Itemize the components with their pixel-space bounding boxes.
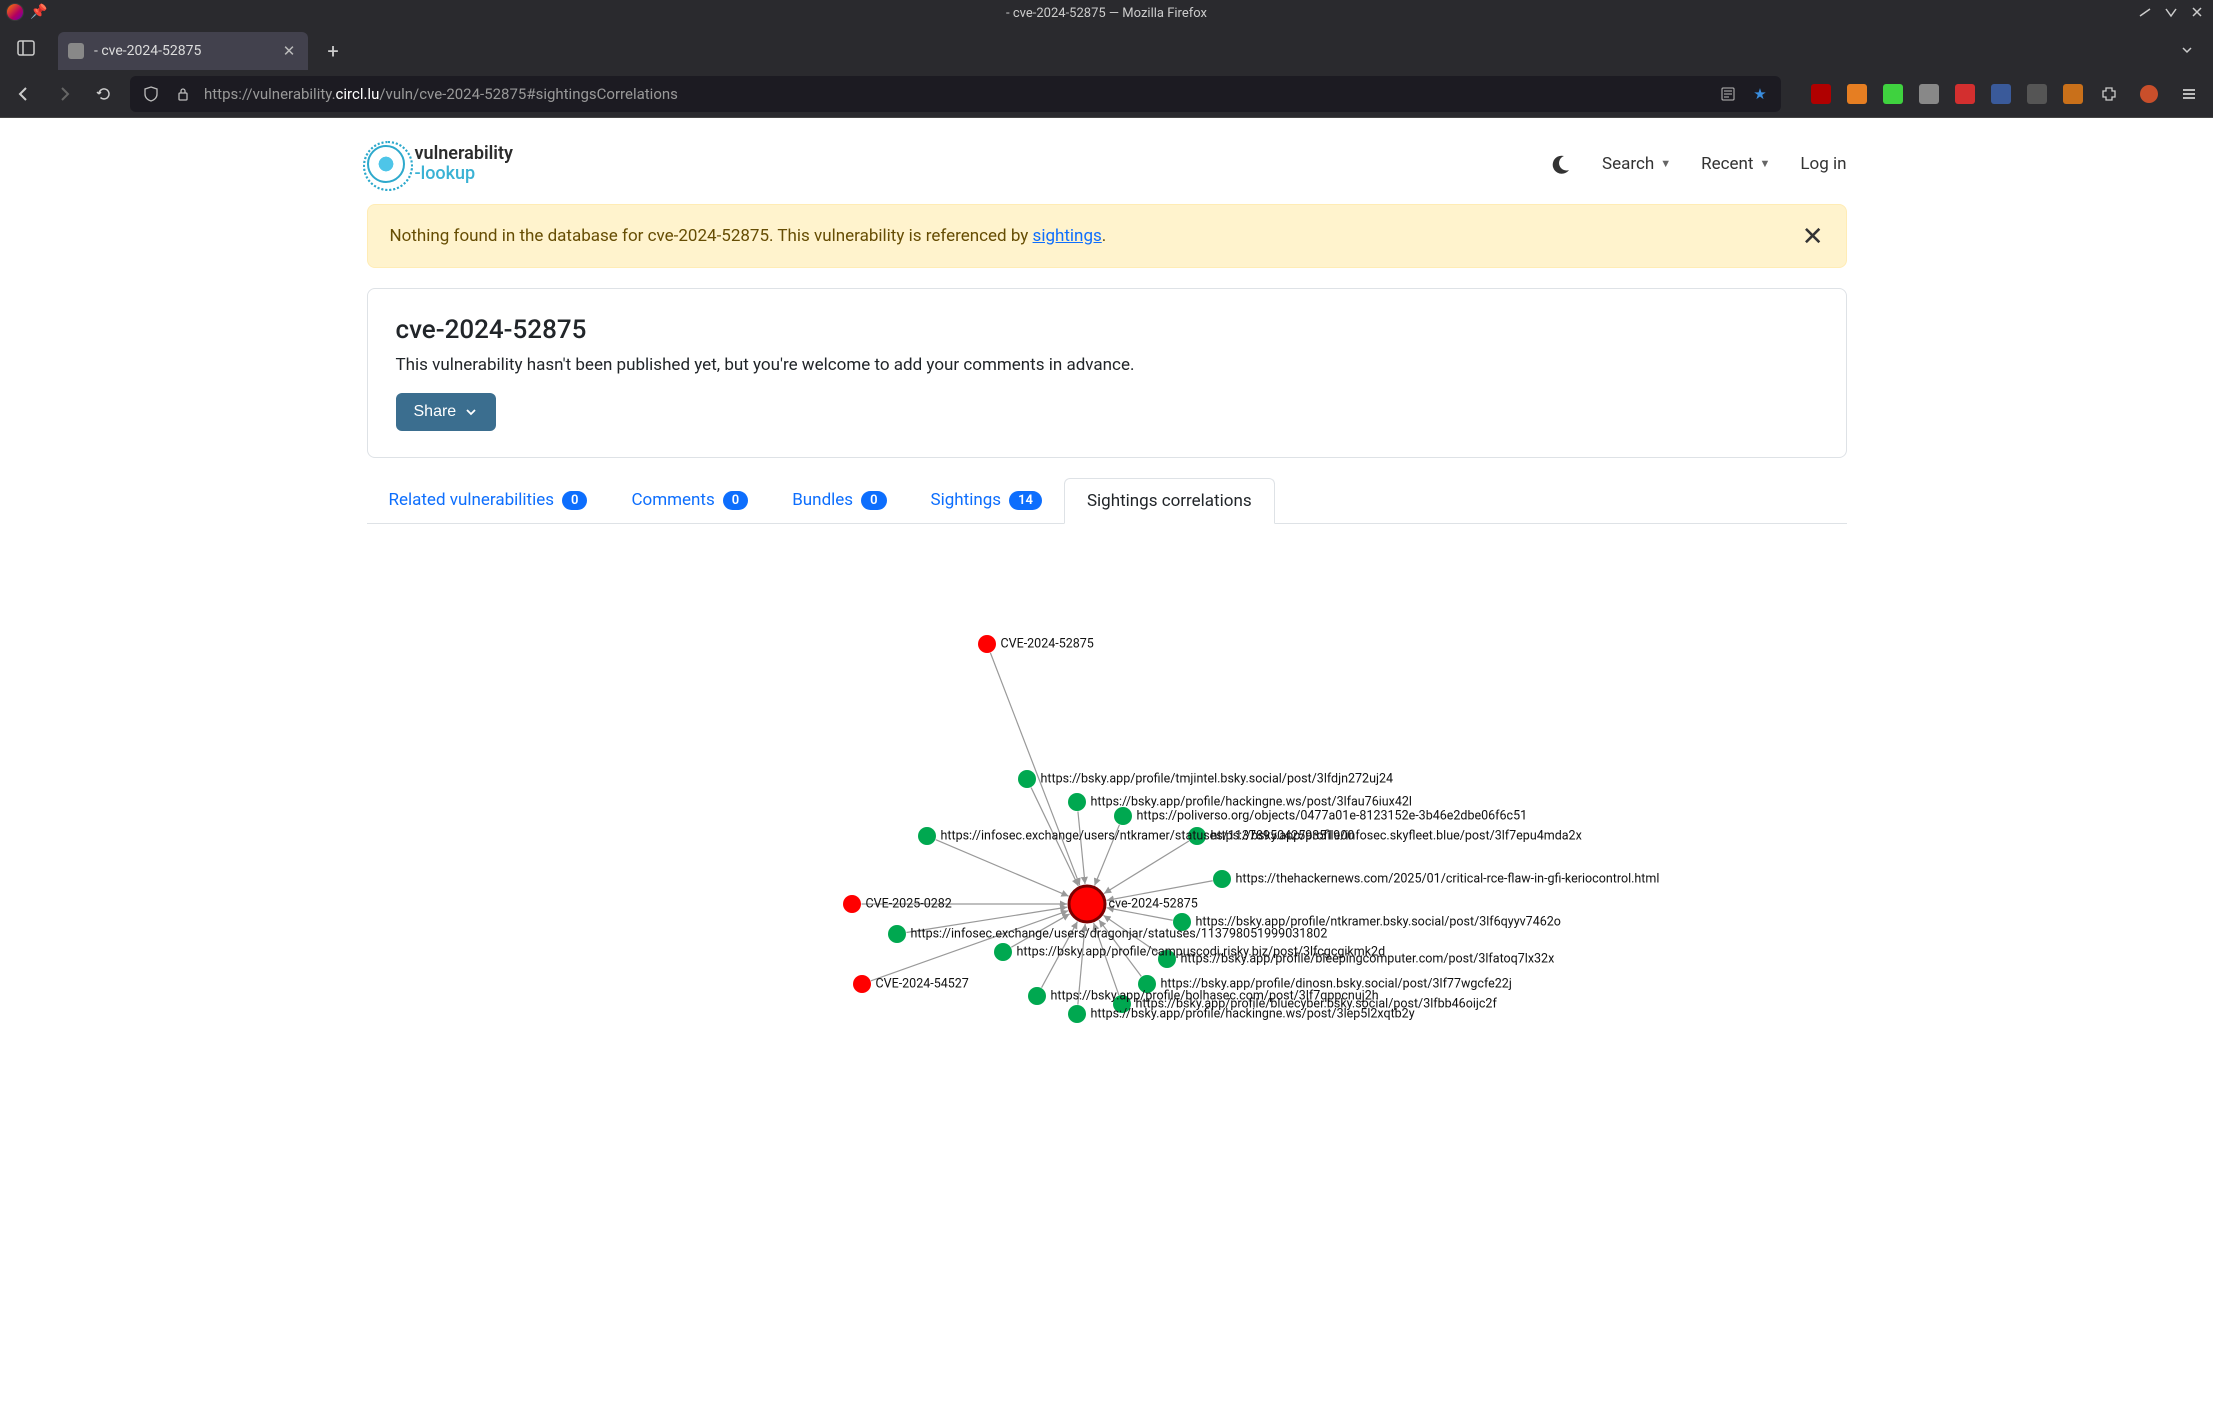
browser-tab[interactable]: - cve-2024-52875 ✕ bbox=[58, 32, 308, 70]
tab-correlations[interactable]: Sightings correlations bbox=[1064, 478, 1275, 524]
alert-banner: Nothing found in the database for cve-20… bbox=[367, 204, 1847, 268]
sidebar-toggle-button[interactable] bbox=[10, 32, 42, 64]
tab-related[interactable]: Related vulnerabilities 0 bbox=[367, 478, 610, 523]
extension-icon[interactable] bbox=[1847, 84, 1867, 104]
tab-comments[interactable]: Comments 0 bbox=[609, 478, 770, 523]
graph-node-label: CVE-2024-52875 bbox=[1001, 636, 1094, 651]
forward-button[interactable] bbox=[50, 80, 78, 108]
reload-button[interactable] bbox=[90, 80, 118, 108]
graph-node-label: CVE-2024-54527 bbox=[876, 976, 969, 991]
badge: 0 bbox=[723, 491, 748, 510]
logo-text-2: -lookup bbox=[415, 164, 513, 184]
graph-node-label: https://bsky.app/profile/hackingne.ws/po… bbox=[1091, 1006, 1415, 1021]
alert-close-button[interactable]: ✕ bbox=[1802, 223, 1824, 249]
content-tabs: Related vulnerabilities 0 Comments 0 Bun… bbox=[367, 478, 1847, 524]
window-titlebar: 📌 - cve-2024-52875 — Mozilla Firefox bbox=[0, 0, 2213, 26]
extension-icon[interactable] bbox=[2063, 84, 2083, 104]
tab-favicon bbox=[68, 43, 84, 59]
graph-node-label: https://poliverso.org/objects/0477a01e-8… bbox=[1137, 808, 1528, 823]
window-title: - cve-2024-52875 — Mozilla Firefox bbox=[1006, 6, 1207, 21]
graph-node-label: https://bsky.app/profile/tmjintel.bsky.s… bbox=[1041, 771, 1394, 786]
account-button[interactable] bbox=[2135, 80, 2163, 108]
window-minimize-button[interactable] bbox=[2137, 4, 2153, 20]
tab-close-button[interactable]: ✕ bbox=[280, 42, 298, 60]
share-button[interactable]: Share bbox=[396, 393, 497, 431]
lock-icon[interactable] bbox=[172, 83, 194, 105]
url-text: https://vulnerability.circl.lu/vuln/cve-… bbox=[204, 85, 1707, 103]
extension-icon[interactable] bbox=[1955, 84, 1975, 104]
extension-icon[interactable] bbox=[1883, 84, 1903, 104]
extension-icon[interactable] bbox=[1991, 84, 2011, 104]
app-menu-button[interactable] bbox=[2175, 80, 2203, 108]
url-bar[interactable]: https://vulnerability.circl.lu/vuln/cve-… bbox=[130, 76, 1781, 112]
tab-bar: - cve-2024-52875 ✕ + bbox=[0, 26, 2213, 70]
graph-node-label: https://infosec.exchange/users/dragonjar… bbox=[911, 926, 1328, 941]
extension-icon[interactable] bbox=[1811, 84, 1831, 104]
page-content: vulnerability -lookup Search▼ Recent▼ Lo… bbox=[0, 118, 2213, 1410]
extension-icons bbox=[1811, 84, 2083, 104]
graph-node-label: https://bsky.app/profile/hackingne.ws/po… bbox=[1091, 794, 1412, 809]
graph-node-label: https://thehackernews.com/2025/01/critic… bbox=[1236, 871, 1660, 886]
tab-title: - cve-2024-52875 bbox=[94, 43, 270, 59]
alert-link[interactable]: sightings bbox=[1033, 226, 1102, 246]
vuln-card: cve-2024-52875 This vulnerability hasn't… bbox=[367, 288, 1847, 458]
shield-icon[interactable] bbox=[140, 83, 162, 105]
extension-icon[interactable] bbox=[1919, 84, 1939, 104]
alert-text: Nothing found in the database for cve-20… bbox=[390, 226, 1033, 246]
graph-node-label: cve-2024-52875 bbox=[1109, 896, 1198, 911]
tab-bundles[interactable]: Bundles 0 bbox=[770, 478, 908, 523]
chevron-down-icon bbox=[464, 405, 478, 419]
graph-node-label: https://bsky.app/profile/infosec.skyflee… bbox=[1211, 828, 1582, 843]
toolbar: https://vulnerability.circl.lu/vuln/cve-… bbox=[0, 70, 2213, 118]
bookmark-star-icon[interactable]: ★ bbox=[1749, 83, 1771, 105]
nav-recent[interactable]: Recent▼ bbox=[1701, 154, 1770, 174]
theme-toggle-button[interactable] bbox=[1550, 153, 1572, 175]
caret-down-icon: ▼ bbox=[1660, 157, 1671, 170]
extensions-button[interactable] bbox=[2095, 80, 2123, 108]
graph-node-label: CVE-2025-0282 bbox=[866, 896, 952, 911]
site-logo[interactable]: vulnerability -lookup bbox=[367, 144, 513, 184]
tabs-overflow-button[interactable] bbox=[2173, 36, 2201, 64]
extension-icon[interactable] bbox=[2027, 84, 2047, 104]
nav-login[interactable]: Log in bbox=[1800, 154, 1846, 174]
badge: 0 bbox=[562, 491, 587, 510]
logo-text-1: vulnerability bbox=[415, 144, 513, 164]
window-maximize-button[interactable] bbox=[2163, 4, 2179, 20]
graph-node-label: https://bsky.app/profile/bleepingcompute… bbox=[1181, 951, 1555, 966]
new-tab-button[interactable]: + bbox=[318, 36, 348, 66]
vuln-description: This vulnerability hasn't been published… bbox=[396, 355, 1818, 375]
back-button[interactable] bbox=[10, 80, 38, 108]
caret-down-icon: ▼ bbox=[1759, 157, 1770, 170]
badge: 14 bbox=[1009, 491, 1042, 510]
window-close-button[interactable] bbox=[2189, 4, 2205, 20]
logo-icon bbox=[367, 145, 405, 183]
pin-icon[interactable]: 📌 bbox=[30, 4, 47, 20]
badge: 0 bbox=[861, 491, 886, 510]
firefox-icon bbox=[6, 3, 24, 21]
correlation-graph[interactable]: cve-2024-52875 CVE-2024-52875 CVE-2025-028… bbox=[367, 544, 1847, 1204]
vuln-id: cve-2024-52875 bbox=[396, 315, 1818, 345]
reader-mode-icon[interactable] bbox=[1717, 83, 1739, 105]
tab-sightings[interactable]: Sightings 14 bbox=[909, 478, 1064, 523]
nav-search[interactable]: Search▼ bbox=[1602, 154, 1671, 174]
